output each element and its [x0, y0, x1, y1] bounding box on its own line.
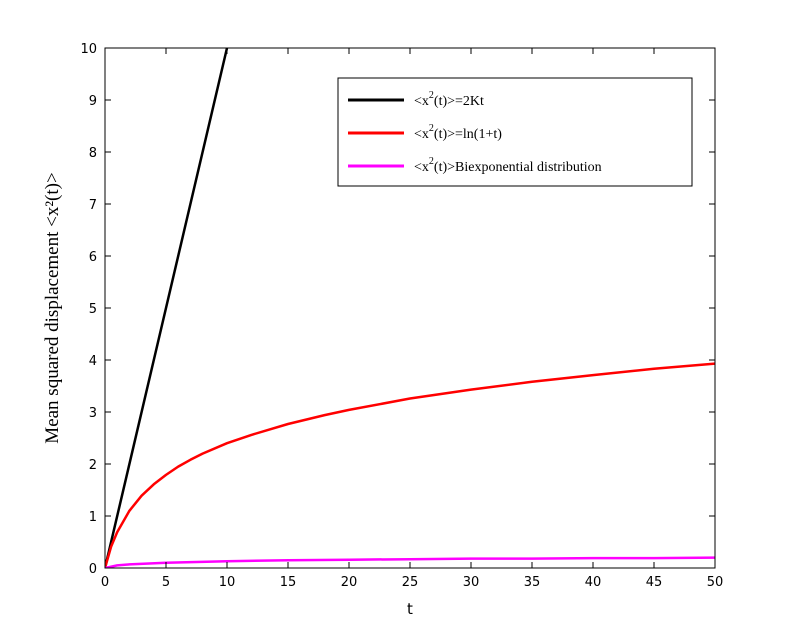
y-tick-label: 6 — [89, 250, 97, 265]
y-tick-label: 7 — [89, 198, 97, 213]
legend: <x2(t)>=2Kt <x2(t)>=ln(1+t) <x2(t)>Biexpon… — [337, 77, 693, 187]
x-axis-label: t — [407, 600, 413, 618]
x-tick-label: 15 — [280, 575, 297, 590]
y-tick-label: 5 — [89, 302, 97, 317]
x-tick-label: 5 — [162, 575, 170, 590]
x-tick-label: 10 — [219, 575, 236, 590]
legend-label-0: <x2(t)>=2Kt — [414, 90, 484, 109]
x-tick-label: 50 — [707, 575, 724, 590]
x-tick-label: 45 — [646, 575, 663, 590]
x-tick-label: 30 — [463, 575, 480, 590]
y-tick-label: 8 — [89, 146, 97, 161]
x-tick-label: 35 — [524, 575, 541, 590]
y-tick-label: 2 — [89, 458, 97, 473]
x-tick-label: 25 — [402, 575, 419, 590]
series-line-2 — [105, 556, 715, 568]
legend-label-2: <x2(t)>Biexponential distribution — [414, 156, 602, 175]
series-line-1 — [105, 362, 715, 568]
y-axis-label: Mean squared displacement <x²(t)> — [42, 172, 63, 443]
x-tick-label: 20 — [341, 575, 358, 590]
series-line-0 — [105, 48, 229, 568]
series-layer — [105, 48, 715, 568]
y-tick-label: 9 — [89, 94, 97, 109]
y-tick-label: 4 — [89, 354, 97, 369]
y-tick-label: 3 — [89, 406, 97, 421]
x-tick-label: 40 — [585, 575, 602, 590]
legend-label-1: <x2(t)>=ln(1+t) — [414, 123, 502, 142]
y-tick-label: 1 — [89, 510, 97, 525]
y-tick-label: 10 — [80, 42, 97, 57]
y-tick-label: 0 — [89, 562, 97, 577]
x-tick-label: 0 — [101, 575, 109, 590]
